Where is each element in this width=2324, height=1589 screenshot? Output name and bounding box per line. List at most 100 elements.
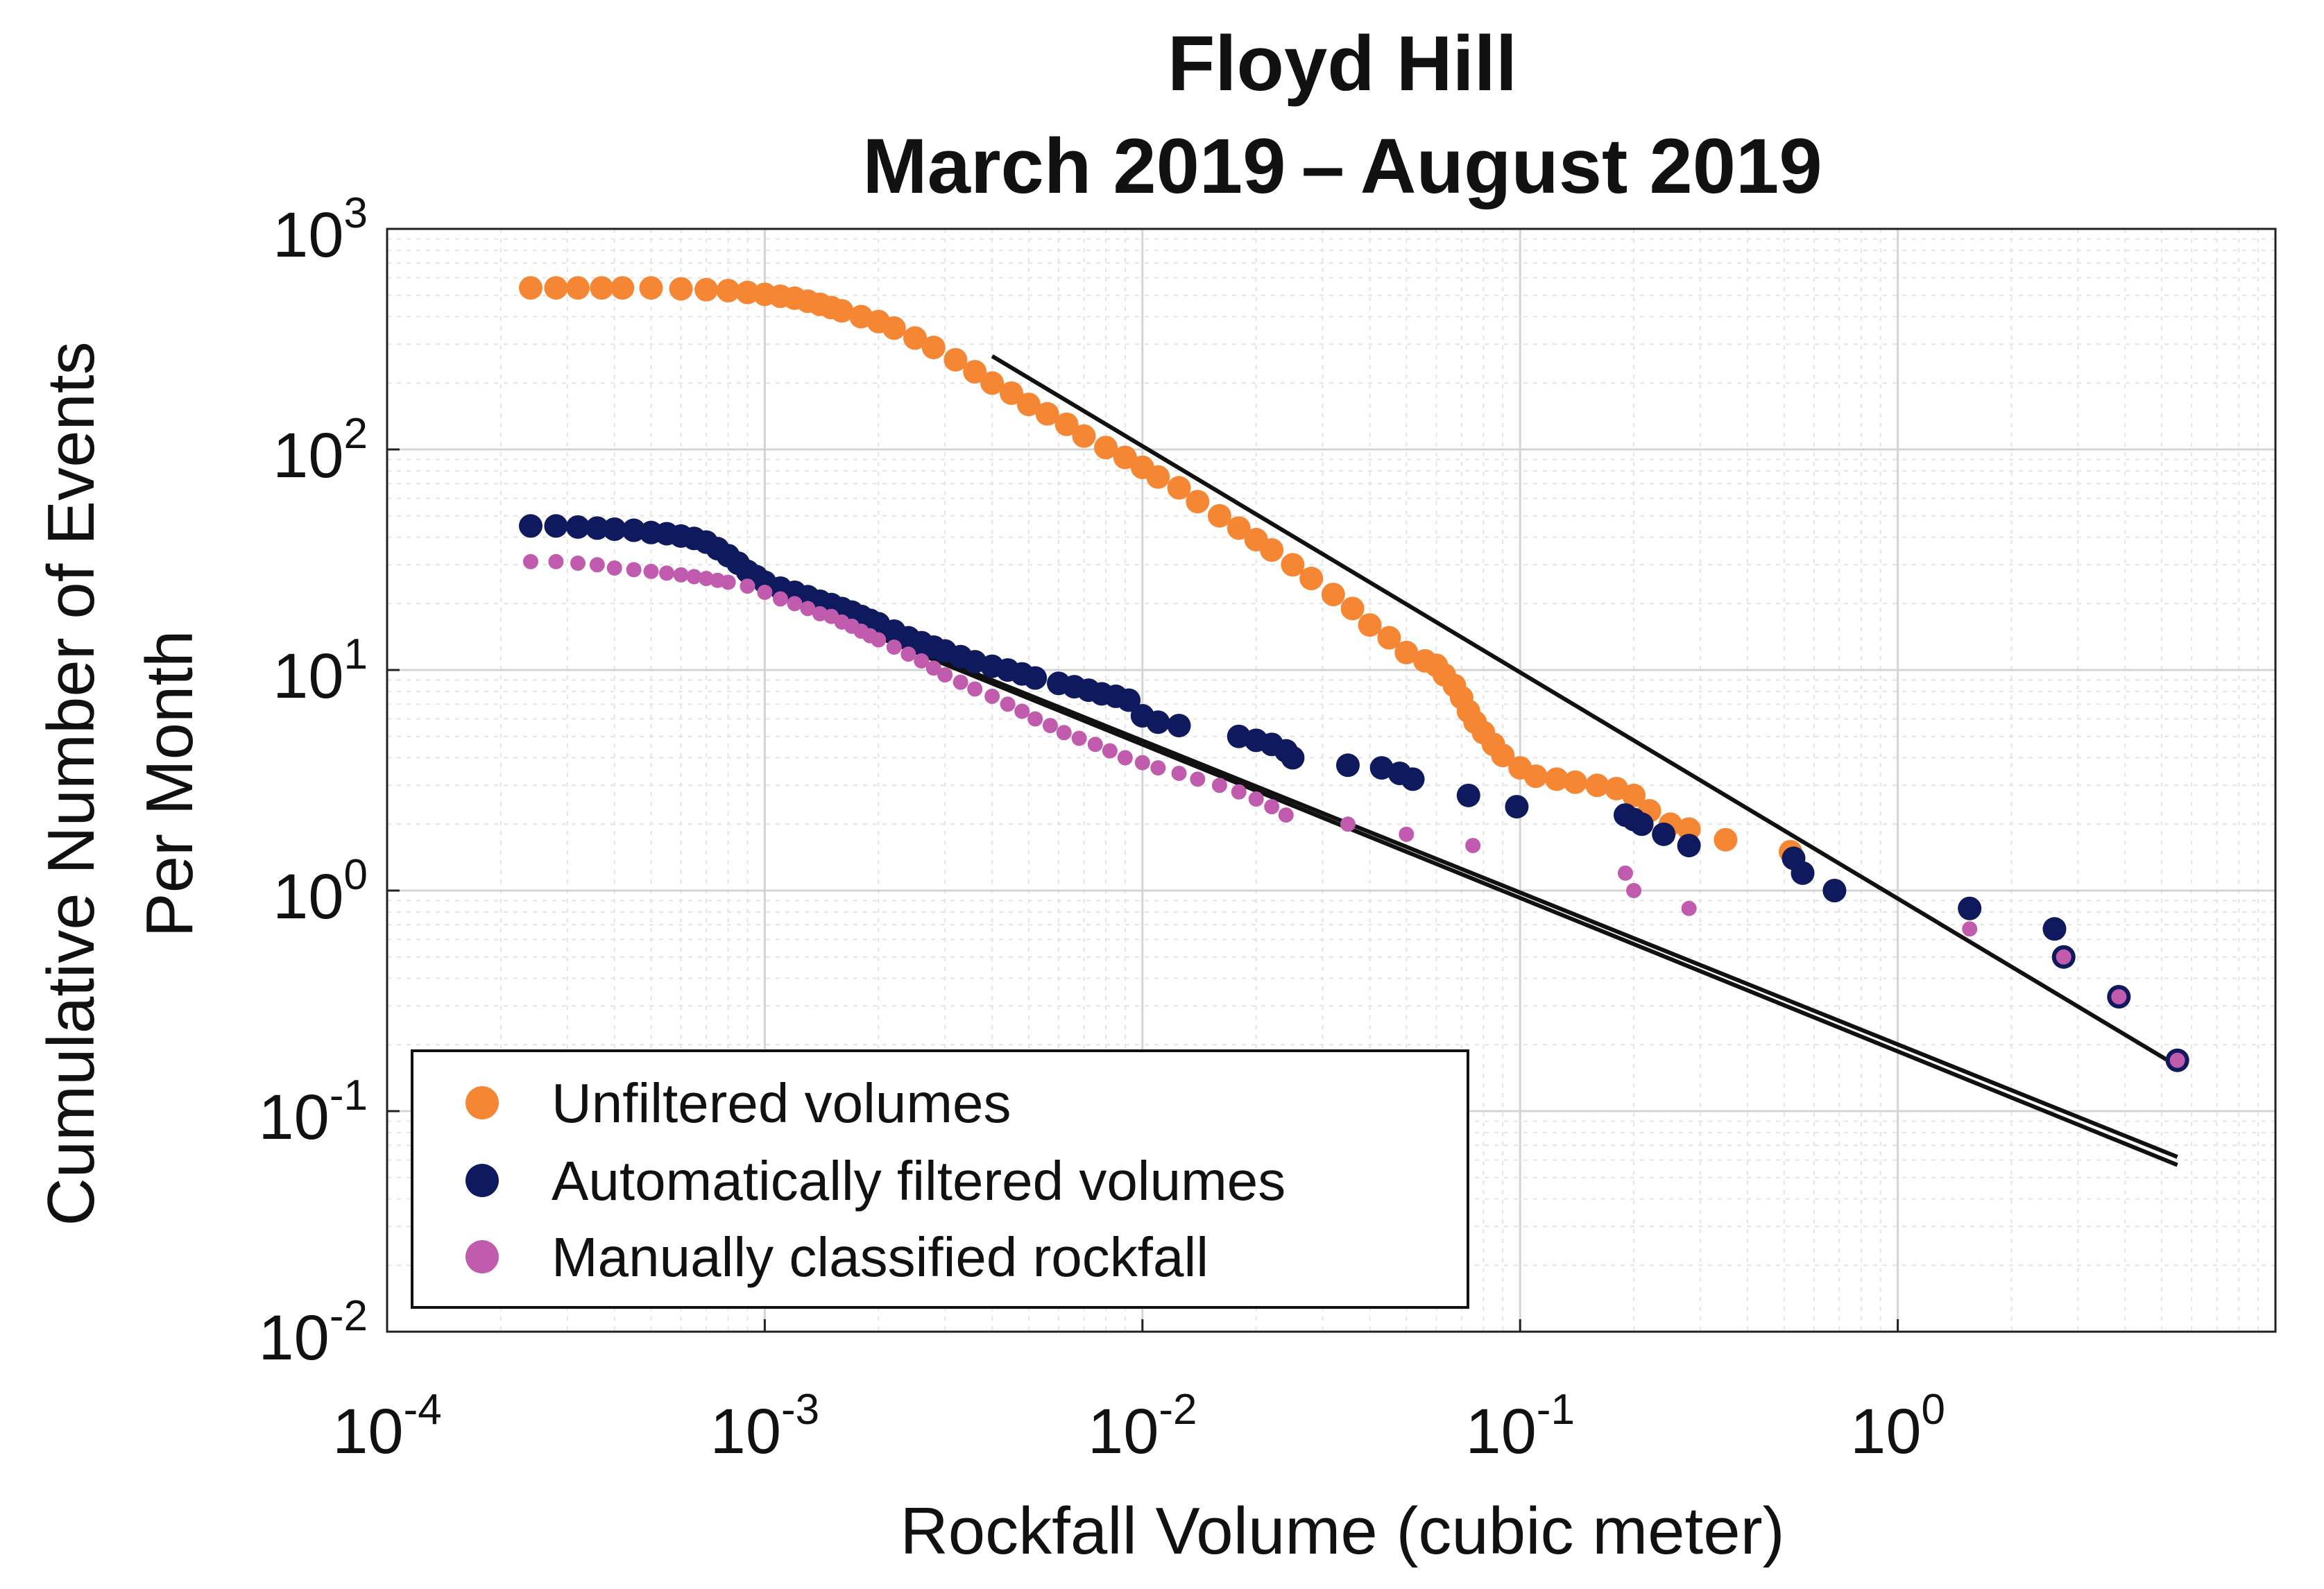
manual-point bbox=[967, 681, 983, 697]
automatic-point bbox=[2042, 917, 2067, 941]
manual-point bbox=[673, 567, 689, 583]
manual-point bbox=[900, 646, 916, 662]
unfiltered-point bbox=[1714, 827, 1738, 852]
manual-point bbox=[522, 553, 538, 569]
y-axis-label-line-2: Per Month bbox=[133, 630, 207, 938]
data-points bbox=[518, 276, 2189, 1072]
unfiltered-point bbox=[903, 326, 928, 350]
automatic-point bbox=[602, 517, 626, 541]
automatic-point bbox=[1791, 861, 1815, 885]
automatic-point bbox=[1401, 767, 1425, 791]
unfiltered-point bbox=[639, 276, 663, 300]
unfiltered-point bbox=[694, 277, 719, 302]
automatic-point bbox=[1677, 834, 1701, 858]
unfiltered-point bbox=[1394, 640, 1419, 664]
unfiltered-point bbox=[610, 276, 635, 300]
manual-point bbox=[914, 653, 930, 669]
automatic-point bbox=[1281, 746, 1305, 770]
x-axis-label: Rockfall Volume (cubic meter) bbox=[900, 1494, 1784, 1568]
manual-point bbox=[886, 639, 902, 655]
manual-point bbox=[1278, 807, 1294, 823]
manual-point bbox=[1190, 771, 1206, 787]
manual-point bbox=[772, 591, 788, 607]
manual-point bbox=[1231, 784, 1247, 800]
manual-point bbox=[686, 569, 702, 585]
legend: Unfiltered volumes Automatically filtere… bbox=[411, 1049, 1469, 1309]
fit-line bbox=[813, 606, 2178, 1159]
manual-point bbox=[871, 632, 887, 648]
manual-point bbox=[1071, 730, 1087, 746]
fit-line bbox=[813, 609, 2178, 1167]
manual-point bbox=[1042, 718, 1058, 734]
unfiltered-point bbox=[1321, 583, 1345, 607]
manual-point bbox=[1626, 883, 1642, 898]
y-tick-label: 102 bbox=[273, 410, 368, 491]
unfiltered-point bbox=[669, 277, 693, 301]
unfiltered-point bbox=[1227, 516, 1251, 540]
unfiltered-point bbox=[1340, 596, 1365, 621]
manual-point bbox=[740, 578, 755, 594]
unfiltered-point bbox=[943, 347, 968, 372]
unfiltered-point bbox=[1491, 744, 1515, 768]
manual-point bbox=[1211, 778, 1227, 793]
manual-point bbox=[1150, 760, 1166, 776]
automatic-point bbox=[1167, 714, 1191, 738]
manual-point bbox=[1340, 816, 1356, 832]
x-tick-label: 10-3 bbox=[710, 1386, 819, 1467]
manual-point bbox=[800, 601, 816, 617]
manual-point bbox=[659, 565, 675, 581]
manual-point bbox=[1465, 838, 1481, 854]
unfiltered-point bbox=[1207, 504, 1231, 528]
manual-point bbox=[1056, 725, 1072, 741]
unfiltered-point bbox=[1677, 817, 1701, 841]
fit-line bbox=[991, 354, 2179, 1068]
automatic-point bbox=[1652, 822, 1676, 846]
unfiltered-point bbox=[1281, 553, 1305, 577]
automatic-point bbox=[1822, 879, 1847, 902]
chart-title-line-1: Floyd Hill bbox=[1168, 20, 1517, 107]
manual-point bbox=[589, 557, 605, 573]
manual-point bbox=[984, 688, 1000, 704]
unfiltered-point bbox=[1146, 465, 1170, 489]
manual-point bbox=[1134, 755, 1150, 771]
automatic-point bbox=[1630, 812, 1654, 836]
unfiltered-point bbox=[963, 360, 987, 384]
legend-box bbox=[411, 1049, 1469, 1309]
manual-point bbox=[1000, 696, 1016, 712]
unfiltered-point bbox=[1094, 436, 1118, 460]
unfiltered-point bbox=[1054, 412, 1079, 436]
manual-point bbox=[1171, 765, 1187, 781]
manual-point bbox=[1117, 750, 1133, 766]
unfiltered-point bbox=[1186, 490, 1210, 514]
unfiltered-point bbox=[1585, 773, 1609, 798]
manual-point bbox=[699, 571, 715, 587]
chart-title-line-2: March 2019 – August 2019 bbox=[862, 123, 1822, 209]
manual-point bbox=[2056, 949, 2071, 965]
fit-lines bbox=[813, 354, 2179, 1167]
manual-point bbox=[548, 553, 564, 569]
automatic-point bbox=[1505, 795, 1529, 819]
manual-point bbox=[720, 574, 736, 590]
manual-point bbox=[1248, 791, 1264, 807]
unfiltered-point bbox=[921, 335, 946, 359]
automatic-point bbox=[544, 514, 568, 538]
unfiltered-point bbox=[566, 276, 590, 300]
automatic-point bbox=[566, 515, 590, 539]
manual-point bbox=[2111, 989, 2127, 1005]
unfiltered-point bbox=[830, 299, 854, 323]
legend-marker-unfiltered bbox=[465, 1086, 499, 1119]
manual-point bbox=[1027, 711, 1043, 727]
automatic-point bbox=[1958, 896, 1982, 920]
unfiltered-point bbox=[1544, 767, 1569, 791]
legend-label-unfiltered: Unfiltered volumes bbox=[552, 1072, 1011, 1134]
legend-label-automatic: Automatically filtered volumes bbox=[552, 1150, 1285, 1212]
manual-point bbox=[643, 563, 659, 579]
automatic-point bbox=[1456, 783, 1480, 807]
manual-point bbox=[606, 560, 622, 576]
manual-point bbox=[626, 562, 642, 578]
manual-point bbox=[570, 555, 586, 571]
automatic-point bbox=[1146, 710, 1170, 735]
y-tick-label: 101 bbox=[273, 630, 368, 712]
unfiltered-point bbox=[1035, 402, 1059, 426]
